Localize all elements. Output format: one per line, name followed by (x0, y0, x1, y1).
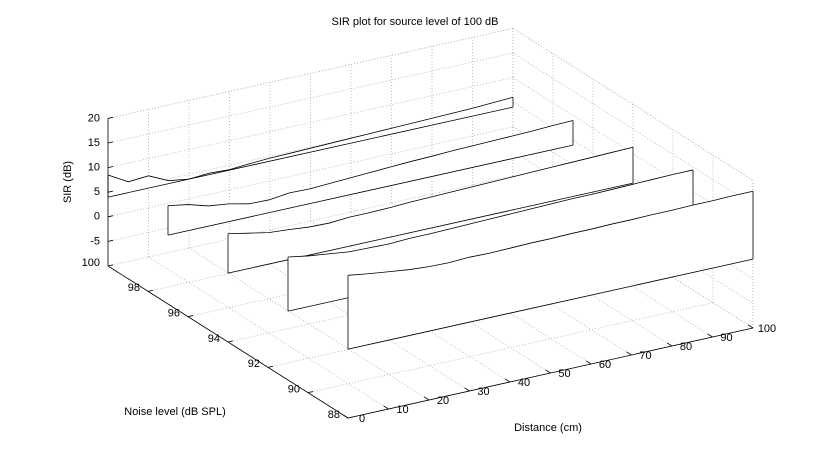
x-tick (545, 369, 551, 374)
z-tick (107, 141, 114, 144)
grid-line (267, 276, 674, 368)
y-tick (227, 340, 234, 343)
z-tick-label: 20 (88, 112, 100, 124)
x-tick (666, 342, 673, 347)
z-axis-title: SIR (dB) (62, 161, 74, 203)
chart-title: SIR plot for source level of 100 dB (332, 16, 499, 28)
x-tick (626, 351, 632, 356)
y-tick-label: 96 (168, 308, 180, 320)
grid-line (107, 52, 514, 144)
x-axis-title: Distance (cm) (514, 422, 582, 434)
ribbon-face (168, 120, 573, 236)
ribbon-curve (287, 169, 694, 258)
x-tick (707, 333, 713, 338)
x-tick-label: 70 (639, 350, 651, 362)
y-tick (147, 289, 154, 292)
y-tick (347, 416, 354, 419)
z-tick-label: 15 (88, 137, 100, 149)
ribbon-base (347, 258, 754, 350)
grid-line (147, 200, 554, 292)
y-tick-label: 90 (288, 384, 300, 396)
z-tick (107, 239, 114, 242)
x-tick (504, 378, 511, 383)
y-tick-label: 94 (208, 333, 220, 345)
y-tick (107, 264, 114, 267)
x-tick-label: 20 (437, 395, 449, 407)
x-tick (383, 405, 389, 410)
y-tick (267, 365, 274, 368)
ribbon-face (228, 147, 633, 274)
z-tick-label: -5 (90, 235, 100, 247)
x-tick (342, 414, 349, 419)
ribbon-curve (227, 146, 634, 235)
x-tick-label: 40 (518, 377, 530, 389)
grid-line (107, 175, 514, 267)
ribbon-curve (347, 190, 754, 276)
x-tick-label: 100 (758, 323, 776, 335)
y-tick-label: 100 (82, 257, 100, 269)
grid-line (307, 302, 714, 394)
grid-line (107, 126, 514, 218)
y-tick-label: 88 (328, 409, 340, 421)
x-tick-label: 50 (558, 368, 570, 380)
z-tick (107, 215, 114, 218)
grid-line (107, 77, 514, 168)
x-tick-label: 30 (477, 386, 489, 398)
x-tick-label: 90 (720, 332, 732, 344)
ribbon-face (348, 191, 753, 350)
ribbon-base (167, 144, 574, 236)
x-tick (585, 360, 592, 365)
ribbon-face (108, 97, 513, 198)
x-tick-label: 10 (396, 404, 408, 416)
ribbon-curve (167, 120, 574, 207)
x-tick (423, 396, 430, 401)
ribbon-base (107, 106, 514, 198)
y-tick-label: 92 (248, 358, 260, 370)
y-tick-label: 98 (128, 282, 140, 294)
x-tick-label: 60 (599, 359, 611, 371)
z-tick (107, 116, 114, 119)
z-tick-label: 5 (94, 186, 100, 198)
z-tick-label: 0 (94, 211, 100, 223)
z-tick (107, 190, 114, 193)
y-axis-title: Noise level (dB SPL) (124, 406, 226, 418)
x-tick-label: 0 (359, 413, 365, 425)
y-tick (187, 315, 194, 318)
z-tick (107, 166, 114, 168)
x-tick-label: 80 (680, 341, 692, 353)
x-tick (464, 387, 470, 392)
y-tick (307, 391, 314, 394)
x-tick (747, 324, 754, 329)
box-edge (107, 28, 514, 119)
ribbon-curve (107, 96, 514, 183)
z-tick-label: 10 (88, 162, 100, 174)
